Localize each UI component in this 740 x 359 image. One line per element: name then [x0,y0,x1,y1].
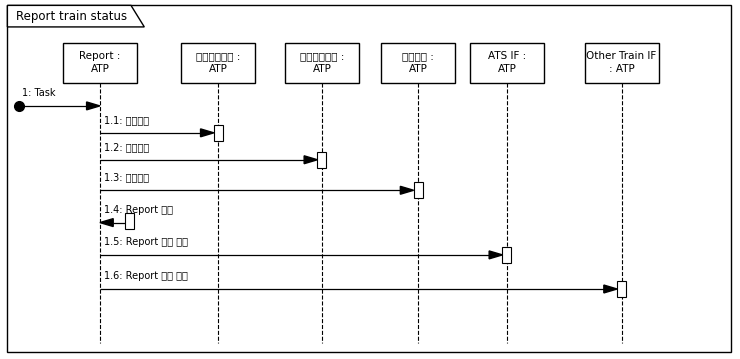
Bar [585,43,659,83]
Bar [181,43,255,83]
Text: 열차위치관리 :: 열차위치관리 : [196,51,241,61]
Bar [285,43,359,83]
Text: 1.1: 정보수집: 1.1: 정보수집 [104,115,149,125]
Text: 1.4: Report 작성: 1.4: Report 작성 [104,205,172,215]
Text: 1: Task: 1: Task [22,88,56,98]
Text: ATP: ATP [497,64,517,74]
Text: ATS IF :: ATS IF : [488,51,526,61]
Polygon shape [100,219,113,227]
Bar [381,43,455,83]
Text: Report :: Report : [79,51,121,61]
Bar [414,182,423,198]
Text: ATP: ATP [209,64,228,74]
Text: : ATP: : ATP [609,64,634,74]
Text: Other Train IF: Other Train IF [587,51,656,61]
Text: 1.3: 정보수집: 1.3: 정보수집 [104,172,149,182]
Bar [617,281,626,297]
Bar [125,213,134,229]
Polygon shape [489,251,502,259]
Text: ATP: ATP [312,64,332,74]
Text: ATP: ATP [90,64,110,74]
Polygon shape [7,5,144,27]
Polygon shape [400,186,414,194]
Polygon shape [604,285,617,293]
Bar [502,247,511,263]
Polygon shape [201,129,214,137]
Polygon shape [87,102,100,110]
Bar [214,125,223,141]
Text: 열차속도관리 :: 열차속도관리 : [300,51,344,61]
Text: 1.5: Report 전송 요구: 1.5: Report 전송 요구 [104,237,188,247]
Polygon shape [304,156,317,164]
Text: Report train status: Report train status [16,10,127,23]
Text: 1.2: 정보수집: 1.2: 정보수집 [104,142,149,152]
Text: ATP: ATP [408,64,428,74]
Bar [470,43,544,83]
Bar [317,151,326,168]
Text: 기타모듈 :: 기타모듈 : [402,51,434,61]
Bar [63,43,137,83]
Text: 1.6: Report 전송 요구: 1.6: Report 전송 요구 [104,271,187,281]
